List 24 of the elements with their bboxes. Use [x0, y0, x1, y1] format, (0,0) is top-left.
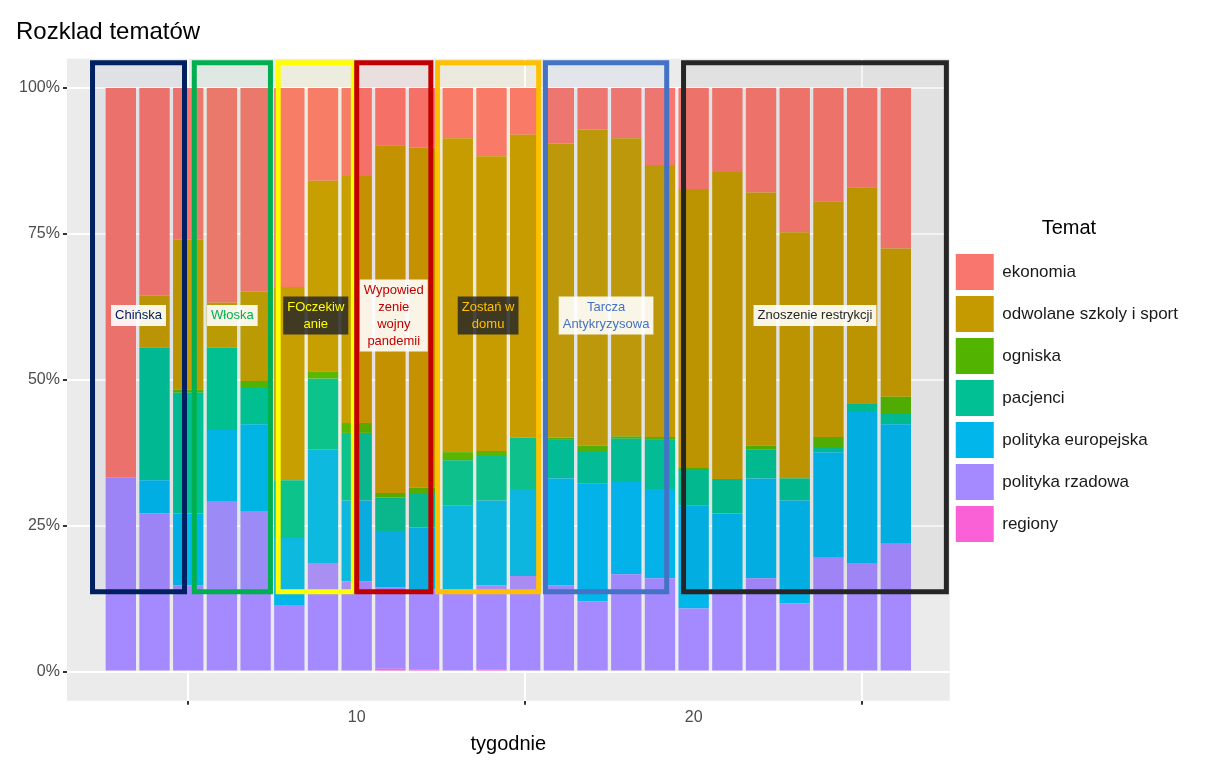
band-label: FOczekiwanie — [287, 298, 345, 331]
y-tick-label: 100% — [19, 78, 60, 96]
legend-label: odwolane szkoly i sport — [1002, 303, 1179, 323]
x-axis-title: tygodnie — [470, 731, 547, 754]
chart-title: Rozklad tematów — [16, 17, 201, 45]
y-tick-label: 25% — [27, 516, 60, 534]
legend-label: polityka europejska — [1002, 429, 1149, 449]
legend-title: Temat — [1041, 215, 1097, 238]
band-label: Zostań w domu — [461, 298, 516, 331]
y-tick-label: 0% — [36, 662, 60, 680]
band-label: Wypowiedzenie wojny pandemii — [363, 281, 424, 348]
legend-label: ekonomia — [1002, 261, 1077, 281]
x-tick-label: 10 — [347, 707, 366, 725]
band-label: Włoska — [211, 307, 255, 323]
band-label: Chińska — [115, 307, 163, 323]
legend-label: polityka rzadowa — [1002, 471, 1130, 491]
legend-label: pacjenci — [1002, 387, 1065, 407]
legend-label: regiony — [1002, 513, 1059, 533]
band-label: Tarcza Antykryzysowa — [562, 298, 651, 331]
y-tick-label: 50% — [27, 370, 60, 388]
x-tick-label: 20 — [684, 707, 703, 725]
y-tick-label: 75% — [27, 224, 60, 242]
legend-label: ogniska — [1002, 345, 1062, 365]
band-label: Znoszenie restrykcji — [757, 307, 873, 323]
